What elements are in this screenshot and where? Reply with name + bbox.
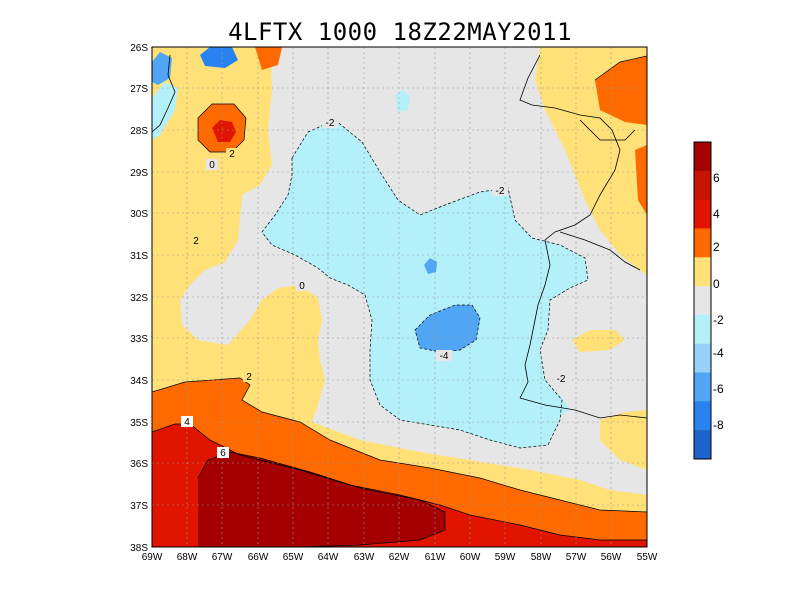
colorbar-swatch (694, 401, 711, 431)
colorbar-swatch (694, 430, 711, 460)
colorbar-swatch (694, 343, 711, 374)
region-neg-4-6 (415, 305, 480, 352)
colorbar-label: -2 (713, 313, 724, 327)
colorbar: 6 4 2 0 -2 -4 -6 -8 (693, 141, 724, 460)
contour-label: -2 (557, 374, 566, 385)
page-title: 4LFTX 1000 18Z22MAY2011 (228, 18, 572, 46)
lat-tick-label: 31S (130, 251, 148, 262)
region-neg-0-2 (262, 120, 588, 448)
colorbar-swatch (694, 170, 711, 201)
lon-tick-label: 57W (566, 552, 587, 563)
colorbar-label: 0 (713, 277, 720, 291)
lat-axis: 26S 27S 28S 29S 30S 31S 32S 33S 34S 35S … (130, 43, 148, 554)
lat-tick-label: 38S (130, 543, 148, 554)
lon-tick-label: 62W (389, 552, 410, 563)
lon-tick-label: 65W (283, 552, 304, 563)
lat-tick-label: 35S (130, 418, 148, 429)
contour-label: 2 (246, 372, 252, 383)
grid (152, 47, 647, 547)
colorbar-label: -6 (713, 382, 724, 396)
lon-tick-label: 63W (354, 552, 375, 563)
plot-frame (151, 46, 648, 548)
lat-tick-label: 27S (130, 84, 148, 95)
colorbar-swatch (694, 286, 711, 316)
region-neg-6-8 (200, 47, 238, 68)
region-2-4-east (635, 145, 647, 215)
region-4-6-blob (212, 120, 236, 142)
colorbar-label: -4 (713, 346, 724, 360)
lon-tick-label: 61W (425, 552, 446, 563)
lon-tick-label: 64W (318, 552, 339, 563)
lat-tick-label: 30S (130, 209, 148, 220)
contour-label: -4 (440, 351, 449, 362)
contour-label: 4 (184, 417, 190, 428)
region-0-2-patch (572, 330, 625, 352)
contour-label: 6 (220, 448, 226, 459)
colorbar-swatch (694, 199, 711, 229)
colorbar-label: -8 (713, 418, 724, 432)
lat-tick-label: 26S (130, 43, 148, 54)
colorbar-swatch (694, 228, 711, 258)
region-neg-4-small (424, 258, 437, 274)
lat-tick-label: 34S (130, 376, 148, 387)
region-2-4-ne (595, 56, 647, 125)
lat-tick-label: 37S (130, 501, 148, 512)
contour-label: -2 (326, 118, 335, 129)
lon-tick-label: 58W (531, 552, 552, 563)
colorbar-label: 4 (713, 207, 720, 221)
colorbar-swatch (694, 142, 711, 172)
lon-tick-label: 67W (212, 552, 233, 563)
lon-tick-label: 56W (601, 552, 622, 563)
contour-label: 0 (299, 281, 305, 292)
lon-tick-label: 55W (637, 552, 658, 563)
region-neg-small (395, 90, 410, 112)
lon-tick-label: 60W (460, 552, 481, 563)
region-ge-6 (198, 452, 445, 547)
region-neg-nw-blue (152, 52, 172, 85)
region-2-4-top (255, 47, 282, 70)
lon-axis: 69W 68W 67W 66W 65W 64W 63W 62W 61W 60W … (142, 552, 658, 563)
region-0-2-se (600, 410, 647, 470)
colorbar-label: 6 (713, 171, 720, 185)
contour-label: 2 (193, 236, 199, 247)
contour-label: -2 (496, 186, 505, 197)
colorbar-swatch (694, 314, 711, 345)
colorbar-swatch (694, 257, 711, 287)
lat-tick-label: 32S (130, 293, 148, 304)
lon-tick-label: 59W (495, 552, 516, 563)
lat-tick-label: 33S (130, 334, 148, 345)
contour-label: 2 (229, 149, 235, 160)
contour-labels: -2 -2 -2 -4 0 0 2 2 2 4 6 (181, 117, 569, 459)
region-neg-sw (540, 390, 570, 420)
colorbar-frame (693, 141, 712, 460)
lon-tick-label: 68W (177, 552, 198, 563)
dashed-contours (261, 119, 589, 449)
lat-tick-label: 36S (130, 459, 148, 470)
contour-label: 0 (209, 160, 215, 171)
region-neg-ne (152, 82, 178, 140)
colorbar-swatch (694, 372, 711, 402)
lon-tick-label: 69W (142, 552, 163, 563)
lon-tick-label: 66W (248, 552, 269, 563)
lat-tick-label: 29S (130, 168, 148, 179)
colorbar-label: 2 (713, 240, 720, 254)
lat-tick-label: 28S (130, 126, 148, 137)
region-0-2-west (152, 47, 325, 440)
colorbar-swatches (694, 142, 711, 460)
